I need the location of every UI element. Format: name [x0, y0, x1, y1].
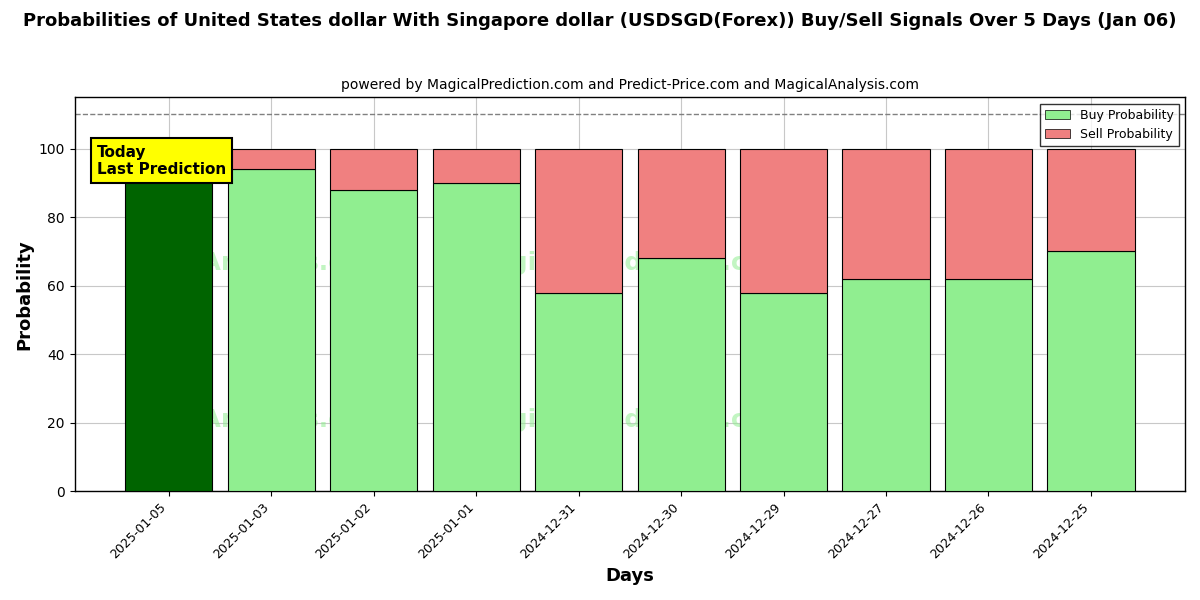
X-axis label: Days: Days — [605, 567, 654, 585]
Text: calAnalysis.com: calAnalysis.com — [162, 251, 388, 275]
Bar — [535, 149, 622, 293]
Bar — [535, 293, 622, 491]
Bar — [944, 149, 1032, 279]
Bar — [1048, 251, 1134, 491]
Bar — [228, 169, 314, 491]
Bar — [330, 149, 418, 190]
Bar — [228, 149, 314, 169]
Text: MagicalPrediction.com: MagicalPrediction.com — [469, 251, 791, 275]
Bar — [842, 149, 930, 279]
Text: Today
Last Prediction: Today Last Prediction — [97, 145, 226, 177]
Legend: Buy Probability, Sell Probability: Buy Probability, Sell Probability — [1040, 104, 1178, 146]
Bar — [637, 149, 725, 258]
Title: powered by MagicalPrediction.com and Predict-Price.com and MagicalAnalysis.com: powered by MagicalPrediction.com and Pre… — [341, 78, 919, 92]
Text: MagicalPrediction.com: MagicalPrediction.com — [469, 408, 791, 432]
Bar — [432, 149, 520, 183]
Bar — [842, 279, 930, 491]
Bar — [637, 258, 725, 491]
Bar — [330, 190, 418, 491]
Bar — [740, 293, 827, 491]
Text: Probabilities of United States dollar With Singapore dollar (USDSGD(Forex)) Buy/: Probabilities of United States dollar Wi… — [23, 12, 1177, 30]
Bar — [125, 173, 212, 491]
Text: calAnalysis.com: calAnalysis.com — [162, 408, 388, 432]
Y-axis label: Probability: Probability — [16, 239, 34, 350]
Bar — [944, 279, 1032, 491]
Bar — [740, 149, 827, 293]
Bar — [432, 183, 520, 491]
Bar — [125, 149, 212, 173]
Bar — [1048, 149, 1134, 251]
